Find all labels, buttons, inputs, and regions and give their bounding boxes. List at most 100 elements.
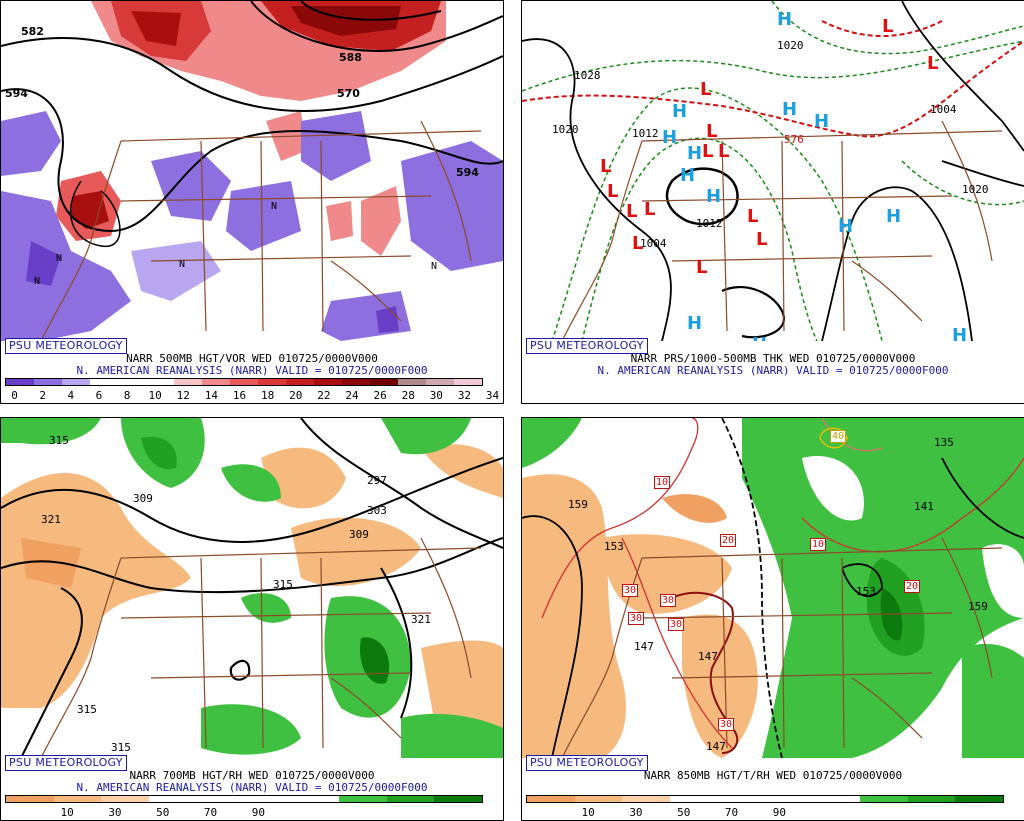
thickness-label-576: 576: [784, 133, 804, 146]
high-pressure-marker: H: [886, 206, 902, 227]
colorbar: [5, 795, 483, 803]
colorbar-tick-label: 10: [60, 806, 74, 819]
contour-label-153: 153: [604, 540, 624, 553]
panel-title: NARR 700MB HGT/RH WED 010725/0000V000: [129, 769, 375, 782]
label-height-582: 582: [21, 25, 44, 38]
contour-label-321b: 321: [411, 613, 431, 626]
colorbar-tick-label: 2: [39, 389, 46, 402]
high-pressure-marker: H: [777, 9, 793, 30]
temp-box-30: 30: [668, 618, 685, 631]
vort-min-n: N: [271, 201, 278, 212]
isobar-label-1004b: 1004: [930, 103, 957, 116]
high-pressure-marker: H: [752, 334, 767, 341]
colorbar-segment: [398, 379, 426, 385]
panel-subtitle: N. AMERICAN REANALYSIS (NARR) VALID = 01…: [76, 364, 428, 377]
colorbar-tick-label: 50: [677, 806, 691, 819]
label-height-594: 594: [5, 87, 28, 100]
colorbar-segment: [314, 379, 342, 385]
panel-subtitle: N. AMERICAN REANALYSIS (NARR) VALID = 01…: [76, 781, 428, 794]
low-pressure-marker: L: [882, 16, 894, 37]
psu-meteorology-badge: PSU METEOROLOGY: [526, 755, 648, 771]
isobar-label-1020: 1020: [552, 123, 579, 136]
colorbar-segment: [90, 379, 118, 385]
temp-box-30b: 30: [718, 718, 735, 731]
high-pressure-marker: H: [680, 165, 696, 186]
colorbar-tick-label: 14: [204, 389, 218, 402]
colorbar-tick-label: 22: [317, 389, 331, 402]
panel-500mb-vorticity: 582 594 588 570 594 N N N N N PSU METEOR…: [0, 0, 504, 404]
temp-box-30: 30: [622, 584, 639, 597]
contour-label-315b: 315: [273, 578, 293, 591]
colorbar-segment: [286, 379, 314, 385]
vort-min-n: N: [56, 253, 63, 264]
contour-label-321: 321: [41, 513, 61, 526]
temp-box-10: 10: [654, 476, 671, 489]
high-pressure-marker: H: [706, 186, 722, 207]
colorbar-segment: [454, 379, 482, 385]
high-pressure-marker: H: [687, 313, 703, 334]
low-pressure-marker: L: [927, 53, 939, 74]
vort-min-n: N: [34, 276, 41, 287]
contour-label-159: 159: [568, 498, 588, 511]
temp-box-20: 20: [720, 534, 737, 547]
colorbar-segment: [62, 379, 90, 385]
colorbar-tick-label: 30: [429, 389, 443, 402]
colorbar-segment: [907, 796, 956, 802]
isobar-label-1012: 1012: [632, 127, 659, 140]
colorbar-segment: [622, 796, 670, 802]
panel-title: NARR 850MB HGT/T/RH WED 010725/0000V000: [643, 769, 903, 782]
colorbar-segment: [860, 796, 908, 802]
high-pressure-marker: H: [672, 101, 688, 122]
low-pressure-marker: L: [607, 181, 619, 202]
label-height-588: 588: [339, 51, 362, 64]
panel-700mb-rh: 315 321 309 315 297 303 309 321 315 315 …: [0, 417, 504, 821]
colorbar-segment: [118, 379, 146, 385]
vort-min-n: N: [179, 259, 186, 270]
colorbar-segment: [146, 379, 174, 385]
colorbar-tick-label: 10: [581, 806, 595, 819]
low-pressure-marker: L: [696, 257, 708, 278]
colorbar-segment: [386, 796, 435, 802]
colorbar-segment: [230, 379, 258, 385]
high-pressure-marker: H: [952, 325, 968, 341]
colorbar-segment: [101, 796, 149, 802]
colorbar-tick-label: 50: [156, 806, 170, 819]
colorbar-segment: [174, 379, 202, 385]
colorbar-tick-label: 70: [203, 806, 218, 819]
colorbar-tick-label: 70: [724, 806, 739, 819]
isobar-label-1020b: 1020: [777, 39, 804, 52]
high-pressure-marker: H: [838, 216, 854, 237]
colorbar-segment: [196, 796, 244, 802]
label-height-594b: 594: [456, 166, 479, 179]
colorbar-segment: [202, 379, 230, 385]
panel-subtitle: N. AMERICAN REANALYSIS (NARR) VALID = 01…: [597, 364, 949, 377]
low-pressure-marker: L: [747, 206, 759, 227]
contour-label-147: 147: [634, 640, 654, 653]
temp-box-40: 40: [830, 430, 847, 443]
contour-label-315: 315: [49, 434, 69, 447]
colorbar-labels: 0 2 4 6 8 10 12 14 16 18 20 22 24 26 28 30 32 34: [5, 389, 499, 402]
psu-meteorology-badge: PSU METEOROLOGY: [5, 338, 127, 354]
contour-label-135: 135: [934, 436, 954, 449]
contour-label-315d: 315: [111, 741, 131, 754]
colorbar-segment: [764, 796, 813, 802]
colorbar-segment: [426, 379, 454, 385]
high-pressure-marker: H: [662, 127, 678, 148]
temp-box-30: 30: [660, 594, 677, 607]
contour-label-141: 141: [914, 500, 934, 513]
isobar-label-1028: 1028: [574, 69, 601, 82]
colorbar-tick-label: 4: [67, 389, 75, 402]
contour-label-147c: 147: [706, 740, 726, 753]
colorbar-segment: [243, 796, 292, 802]
psu-meteorology-badge: PSU METEOROLOGY: [5, 755, 127, 771]
map-850mb-temp-rh: 159 153 147 147 147 159 153 141 135 10 2…: [522, 418, 1024, 758]
colorbar-tick-label: 30: [629, 806, 643, 819]
vort-min-n: N: [431, 261, 438, 272]
low-pressure-marker: L: [700, 79, 712, 100]
low-pressure-marker: L: [600, 156, 612, 177]
contour-label-147b: 147: [698, 650, 718, 663]
isobar-label-1004: 1004: [640, 237, 667, 250]
colorbar-tick-label: 32: [457, 389, 472, 402]
temp-box-20b: 20: [904, 580, 921, 593]
high-pressure-marker: H: [814, 111, 830, 132]
